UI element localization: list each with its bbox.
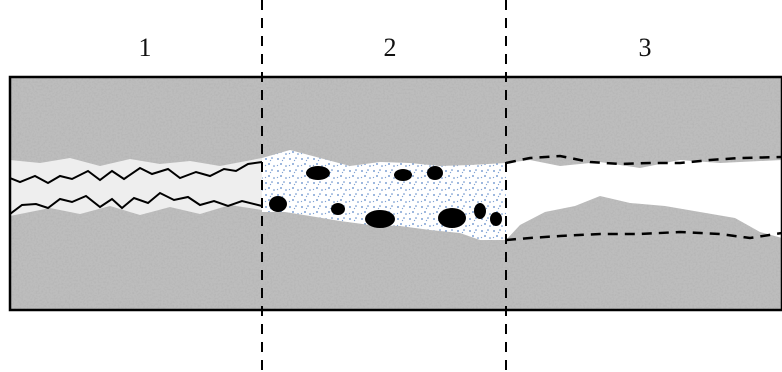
- particle: [427, 166, 443, 180]
- zone3-lower-wall-trace: [505, 230, 782, 242]
- zone-label-3: 3: [639, 33, 652, 62]
- particle: [331, 203, 345, 215]
- particle: [474, 203, 486, 219]
- zone-label-1: 1: [139, 33, 152, 62]
- particle: [490, 212, 502, 226]
- zone3-upper-wall-trace: [505, 154, 782, 166]
- particle: [269, 196, 287, 212]
- rock-block: [10, 77, 782, 310]
- particle: [306, 166, 330, 180]
- zone1-upper-wall-trace: [10, 161, 263, 185]
- zone2-particles: [269, 166, 502, 228]
- particle: [438, 208, 466, 228]
- zone3-fracture-void: [506, 160, 782, 240]
- particle: [365, 210, 395, 228]
- zone-label-2: 2: [384, 33, 397, 62]
- block-outline: [8, 75, 782, 312]
- zone1-lower-wall-trace: [10, 191, 263, 215]
- particle: [394, 169, 412, 181]
